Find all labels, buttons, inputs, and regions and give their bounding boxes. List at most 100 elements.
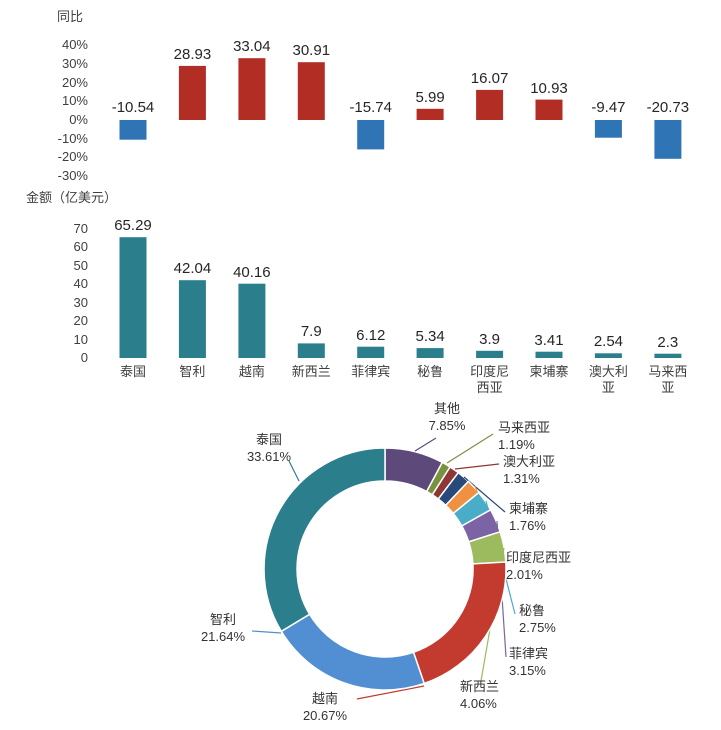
amount-bar-chart-category-label: 马来西亚: [648, 364, 688, 395]
donut-label: 泰国 33.61%: [234, 431, 304, 465]
yoy-bar-chart-bar: [416, 108, 444, 120]
donut-label: 澳大利亚 1.31%: [503, 453, 598, 487]
amount-bar-chart-category-label: 智利: [179, 364, 206, 379]
yoy-bar-chart-value-label: 30.91: [292, 42, 331, 60]
amount-bar-chart-bar: [178, 280, 206, 358]
donut-label: 菲律宾 3.15%: [509, 645, 589, 679]
yoy-bar-chart-value-label: 16.07: [470, 69, 509, 87]
donut-label-percent: 1.76%: [509, 518, 546, 533]
donut-leader-line: [288, 460, 300, 482]
amount-bar-chart-category-label: 印度尼西亚: [470, 364, 510, 395]
donut-leader-line: [454, 463, 500, 470]
amount-bar-chart-value-label: 2.3: [657, 333, 679, 351]
donut-label-percent: 1.31%: [503, 471, 540, 486]
amount-bar-chart-y-tick: 30: [73, 294, 88, 310]
amount-bar-chart-value-label: 3.41: [534, 331, 564, 349]
yoy-bar-chart-bar: [594, 120, 622, 138]
amount-bar-chart-bar: [416, 348, 444, 358]
donut-label: 新西兰 4.06%: [460, 678, 534, 712]
yoy-bar-chart-bar: [654, 120, 682, 159]
amount-bar-chart-value-label: 42.04: [173, 260, 212, 278]
amount-bar-chart-y-tick: 50: [73, 257, 88, 273]
yoy-bar-chart-value-label: -9.47: [591, 99, 626, 116]
amount-bar-chart-bar: [476, 350, 504, 358]
amount-bar-chart-category-label: 新西兰: [291, 364, 331, 379]
yoy-bar-chart-y-tick: -20%: [57, 149, 88, 165]
donut-label: 秘鲁 2.75%: [519, 602, 589, 636]
amount-bar-chart-y-tick: 0: [80, 350, 88, 365]
amount-bar-chart-category-label: 泰国: [119, 364, 146, 379]
amount-bar-chart-bar: [594, 353, 622, 358]
amount-bar-chart-y-tick: 20: [73, 313, 88, 328]
amount-bar-chart-category-label: 菲律宾: [351, 364, 391, 379]
yoy-bar-chart-y-tick: 10%: [61, 93, 88, 109]
yoy-bar-chart-y-tick: 30%: [61, 55, 88, 71]
donut-label-percent: 7.85%: [428, 418, 466, 433]
yoy-bar-chart-y-tick: 20%: [61, 74, 88, 90]
donut-slice: [280, 613, 426, 691]
amount-bar-chart-y-tick: 70: [73, 220, 88, 236]
amount-bar-chart-bar: [119, 237, 147, 358]
amount-bar-chart-bar: [654, 353, 682, 358]
amount-bar-chart-value-label: 5.34: [415, 328, 445, 346]
amount-bar-chart-value-label: 2.54: [593, 333, 624, 351]
donut-label-name: 越南: [311, 691, 338, 706]
amount-bar-chart-category-label: 越南: [238, 364, 265, 379]
donut-label-percent: 21.64%: [200, 629, 246, 644]
donut-label-percent: 3.15%: [509, 663, 546, 678]
donut-label: 其他 7.85%: [415, 400, 479, 434]
yoy-axis-title: 同比: [57, 9, 84, 24]
yoy-bar-chart-bar: [297, 62, 325, 120]
amount-bar-chart-bar: [297, 343, 325, 358]
amount-axis-title: 金额（亿美元）: [26, 190, 118, 205]
amount-bar-chart-bar: [357, 346, 385, 358]
yoy-bar-chart-value-label: 33.04: [233, 38, 271, 56]
yoy-bar-chart-y-tick: 0%: [69, 112, 88, 127]
amount-bar-chart-bar: [535, 351, 563, 358]
yoy-bar-chart-bar: [535, 99, 563, 120]
yoy-bar-chart-bar: [357, 120, 385, 150]
yoy-bar-chart-y-tick: 40%: [61, 37, 88, 53]
amount-bar-chart-value-label: 7.9: [300, 323, 322, 341]
donut-label-name: 秘鲁: [519, 603, 546, 618]
amount-bar-chart-category-label: 澳大利亚: [588, 364, 628, 395]
donut-label: 智利 21.64%: [188, 611, 258, 645]
donut-label-name: 新西兰: [460, 679, 500, 694]
donut-label-percent: 4.06%: [460, 696, 497, 711]
donut-leader-line: [251, 630, 282, 634]
yoy-bar-chart-bar: [119, 120, 147, 140]
donut-label: 马来西亚 1.19%: [498, 419, 593, 453]
donut-slice: [412, 561, 507, 685]
yoy-bar-chart-value-label: 5.99: [415, 88, 445, 106]
donut-label-name: 泰国: [255, 432, 282, 447]
amount-bar-chart-bar: [238, 283, 266, 358]
yoy-bar-chart-value-label: -15.74: [349, 99, 392, 116]
amount-bar-chart-y-tick: 10: [73, 331, 88, 347]
donut-leader-line: [356, 685, 425, 700]
amount-bar-chart-category-label: 秘鲁: [417, 364, 444, 379]
amount-bar-chart-y-tick: 40: [73, 276, 88, 291]
donut-label-name: 印度尼西亚: [506, 550, 572, 565]
donut-slice: [263, 447, 386, 633]
donut-label-name: 其他: [433, 401, 460, 416]
yoy-bar-chart-y-tick: -10%: [57, 130, 88, 146]
amount-bar-chart-category-label: 柬埔寨: [529, 364, 569, 379]
donut-label-percent: 2.01%: [506, 567, 543, 582]
yoy-bar-chart-y-tick: -30%: [57, 168, 88, 184]
yoy-bar-chart-value-label: -20.73: [646, 99, 690, 116]
amount-bar-chart-value-label: 40.16: [233, 263, 271, 281]
yoy-bar-chart-value-label: 10.93: [530, 79, 568, 97]
yoy-bar-chart-value-label: 28.93: [173, 45, 212, 63]
donut-label: 柬埔寨 1.76%: [509, 500, 604, 534]
donut-label: 印度尼西亚 2.01%: [506, 549, 606, 583]
donut-label-name: 智利: [209, 612, 236, 627]
donut-label-name: 马来西亚: [498, 420, 551, 435]
donut-label-percent: 1.19%: [498, 437, 535, 452]
donut-leader-line: [446, 433, 494, 464]
yoy-bar-chart-bar: [238, 58, 266, 120]
yoy-bar-chart-value-label: -10.54: [111, 99, 155, 116]
yoy-bar-chart-bar: [476, 89, 504, 120]
donut-label-name: 菲律宾: [509, 646, 549, 661]
